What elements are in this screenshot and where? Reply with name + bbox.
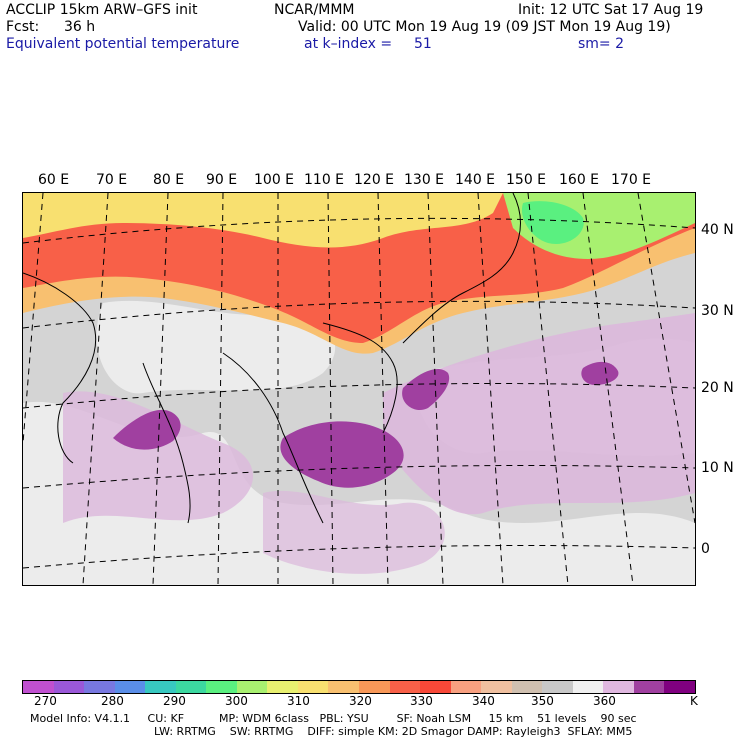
colorbar-swatch — [420, 681, 451, 693]
colorbar-swatch — [297, 681, 329, 693]
colorbar-swatch — [389, 681, 421, 693]
map-panel — [22, 192, 696, 586]
colorbar-swatch — [328, 681, 360, 693]
lon-label: 140 E — [455, 172, 496, 188]
light-region-plateau — [96, 300, 336, 394]
model-info-line-1: Model Info: V4.1.1 CU: KF MP: WDM 6class… — [30, 712, 637, 725]
lon-label: 100 E — [254, 172, 295, 188]
lon-label: 160 E — [559, 172, 600, 188]
lat-label: 30 N — [701, 303, 734, 319]
colorbar-swatch — [53, 681, 85, 693]
smoothing-label: sm= 2 — [578, 36, 625, 52]
lat-label: 0 — [701, 541, 710, 557]
colorbar-tick: 310 — [287, 694, 310, 708]
colorbar-swatch — [175, 681, 207, 693]
colorbar-swatch — [236, 681, 268, 693]
forecast-hour: 36 h — [64, 19, 96, 35]
level-value: 51 — [414, 36, 432, 52]
colorbar-swatch — [114, 681, 146, 693]
forecast-label: Fcst: — [6, 19, 40, 35]
lon-label: 80 E — [153, 172, 185, 188]
colorbar-unit: K — [690, 694, 698, 708]
colorbar-tick: 290 — [163, 694, 186, 708]
lon-label: 150 E — [506, 172, 547, 188]
lat-label: 40 N — [701, 222, 734, 238]
lon-label: 70 E — [96, 172, 128, 188]
cold-pool-northeast — [521, 201, 584, 244]
valid-time: Valid: 00 UTC Mon 19 Aug 19 (09 JST Mon … — [298, 19, 671, 35]
lon-label: 110 E — [304, 172, 345, 188]
convection-philippine-sea — [402, 368, 450, 411]
colorbar-swatch — [542, 681, 573, 693]
colorbar-swatch — [450, 681, 482, 693]
map-canvas — [23, 193, 695, 585]
colorbar-swatch — [481, 681, 512, 693]
colorbar-tick: 300 — [225, 694, 248, 708]
colorbar-tick: 340 — [472, 694, 495, 708]
lat-label: 20 N — [701, 380, 734, 396]
colorbar-swatch — [572, 681, 604, 693]
field-name: Equivalent potential temperature — [6, 36, 240, 52]
convection-south-china-sea — [280, 421, 404, 488]
colorbar-tick: 270 — [34, 694, 57, 708]
colorbar-tick: 360 — [593, 694, 616, 708]
colorbar-swatch — [145, 681, 176, 693]
colorbar-swatch — [206, 681, 237, 693]
lon-label: 90 E — [206, 172, 238, 188]
colorbar-swatch — [84, 681, 115, 693]
colorbar-tick: 330 — [410, 694, 433, 708]
colorbar-tick: 320 — [349, 694, 372, 708]
convection-western-pacific — [581, 361, 619, 385]
colorbar-swatch — [603, 681, 634, 693]
colorbar-swatch — [664, 681, 696, 693]
colorbar-swatch — [511, 681, 543, 693]
model-info-line-2: LW: RRTMG SW: RRTMG DIFF: simple KM: 2D … — [154, 725, 633, 738]
light-purple-sulu — [263, 490, 445, 574]
colorbar-tick: 350 — [531, 694, 554, 708]
colorbar-tick: 280 — [101, 694, 124, 708]
colorbar — [22, 680, 696, 694]
init-time: Init: 12 UTC Sat 17 Aug 19 — [518, 2, 704, 18]
colorbar-swatch — [267, 681, 298, 693]
colorbar-swatch — [359, 681, 390, 693]
convection-bay-of-bengal — [113, 409, 181, 450]
lat-label: 10 N — [701, 460, 734, 476]
colorbar-swatch — [633, 681, 665, 693]
lon-label: 130 E — [404, 172, 445, 188]
colorbar-swatch — [23, 681, 54, 693]
lon-label: 170 E — [611, 172, 652, 188]
lon-label: 120 E — [354, 172, 395, 188]
longitude-lines — [23, 193, 695, 585]
center-label: NCAR/MMM — [274, 2, 355, 18]
cool-band-north — [23, 193, 503, 248]
model-title: ACCLIP 15km ARW–GFS init — [6, 2, 198, 18]
light-purple-pacific — [383, 313, 695, 515]
lon-label: 60 E — [38, 172, 70, 188]
level-label: at k–index = — [304, 36, 393, 52]
coastlines — [23, 193, 521, 524]
